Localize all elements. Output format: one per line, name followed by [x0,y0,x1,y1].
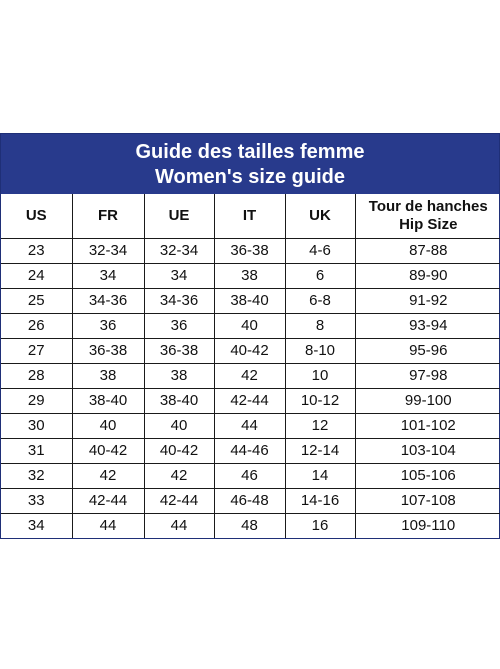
column-header-uk: UK [284,194,356,239]
cell-hip-size: 95-96 [354,338,500,364]
cell-us: 28 [1,363,73,389]
cell-it: 36-38 [213,238,286,264]
cell-us: 27 [1,338,73,364]
cell-it: 44 [213,413,286,439]
cell-uk: 14-16 [284,488,356,514]
table-row: 34 44 44 48 16 109-110 [1,513,500,538]
cell-us: 30 [1,413,73,439]
table-row: 26 36 36 40 8 93-94 [1,313,500,339]
table-row: 32 42 42 46 14 105-106 [1,463,500,489]
cell-us: 25 [1,288,73,314]
table-row: 27 36-38 36-38 40-42 8-10 95-96 [1,338,500,364]
cell-uk: 10-12 [284,388,356,414]
cell-ue: 42 [143,463,215,489]
cell-ue: 34 [143,263,215,289]
column-header-us: US [1,194,73,239]
cell-it: 42-44 [213,388,286,414]
table-row: 29 38-40 38-40 42-44 10-12 99-100 [1,388,500,414]
title-english: Women's size guide [155,166,345,188]
cell-fr: 36 [71,313,145,339]
title-banner: Guide des tailles femme Women's size gui… [1,134,499,194]
cell-hip-size: 103-104 [354,438,500,464]
hip-header-french: Tour de hanches [368,198,488,215]
cell-it: 46-48 [213,488,286,514]
cell-fr: 42-44 [71,488,145,514]
column-header-fr: FR [71,194,145,239]
cell-uk: 6-8 [284,288,356,314]
cell-us: 23 [1,238,73,264]
cell-it: 42 [213,363,286,389]
cell-fr: 38 [71,363,145,389]
cell-hip-size: 97-98 [354,363,500,389]
cell-it: 40-42 [213,338,286,364]
column-header-hip-size: Tour de hanches Hip Size [354,194,500,239]
cell-fr: 34 [71,263,145,289]
table-row: 28 38 38 42 10 97-98 [1,363,500,389]
size-table: US FR UE IT UK Tour de hanches Hip Size … [1,194,500,538]
title-french: Guide des tailles femme [135,141,365,163]
cell-hip-size: 109-110 [354,513,500,538]
cell-ue: 32-34 [143,238,215,264]
cell-ue: 38 [143,363,215,389]
cell-ue: 40 [143,413,215,439]
cell-hip-size: 87-88 [354,238,500,264]
cell-uk: 4-6 [284,238,356,264]
cell-fr: 42 [71,463,145,489]
cell-it: 40 [213,313,286,339]
table-row: 23 32-34 32-34 36-38 4-6 87-88 [1,238,500,264]
cell-ue: 40-42 [143,438,215,464]
table-row: 31 40-42 40-42 44-46 12-14 103-104 [1,438,500,464]
cell-hip-size: 91-92 [354,288,500,314]
cell-uk: 8 [284,313,356,339]
cell-it: 48 [213,513,286,538]
cell-ue: 44 [143,513,215,538]
cell-us: 34 [1,513,73,538]
cell-uk: 8-10 [284,338,356,364]
table-row: 24 34 34 38 6 89-90 [1,263,500,289]
cell-ue: 36-38 [143,338,215,364]
cell-hip-size: 99-100 [354,388,500,414]
cell-us: 31 [1,438,73,464]
cell-us: 24 [1,263,73,289]
cell-fr: 44 [71,513,145,538]
cell-hip-size: 101-102 [354,413,500,439]
table-header-row: US FR UE IT UK Tour de hanches Hip Size [1,194,500,239]
cell-it: 46 [213,463,286,489]
column-header-it: IT [213,194,286,239]
cell-fr: 38-40 [71,388,145,414]
table-body: 23 32-34 32-34 36-38 4-6 87-88 24 34 34 38 6 89-90 2… [1,238,500,538]
cell-hip-size: 105-106 [354,463,500,489]
cell-us: 32 [1,463,73,489]
cell-hip-size: 93-94 [354,313,500,339]
cell-uk: 12-14 [284,438,356,464]
table-row: 25 34-36 34-36 38-40 6-8 91-92 [1,288,500,314]
cell-ue: 42-44 [143,488,215,514]
cell-hip-size: 107-108 [354,488,500,514]
cell-fr: 36-38 [71,338,145,364]
table-row: 30 40 40 44 12 101-102 [1,413,500,439]
hip-header-english: Hip Size [399,216,458,233]
cell-hip-size: 89-90 [354,263,500,289]
cell-fr: 40-42 [71,438,145,464]
cell-uk: 16 [284,513,356,538]
cell-us: 26 [1,313,73,339]
size-chart: Guide des tailles femme Women's size gui… [0,133,500,539]
cell-ue: 38-40 [143,388,215,414]
cell-fr: 32-34 [71,238,145,264]
column-header-ue: UE [143,194,215,239]
cell-us: 33 [1,488,73,514]
cell-it: 38 [213,263,286,289]
cell-uk: 12 [284,413,356,439]
cell-uk: 14 [284,463,356,489]
cell-it: 38-40 [213,288,286,314]
cell-fr: 40 [71,413,145,439]
cell-ue: 34-36 [143,288,215,314]
cell-it: 44-46 [213,438,286,464]
cell-uk: 6 [284,263,356,289]
cell-us: 29 [1,388,73,414]
cell-fr: 34-36 [71,288,145,314]
cell-ue: 36 [143,313,215,339]
cell-uk: 10 [284,363,356,389]
table-row: 33 42-44 42-44 46-48 14-16 107-108 [1,488,500,514]
